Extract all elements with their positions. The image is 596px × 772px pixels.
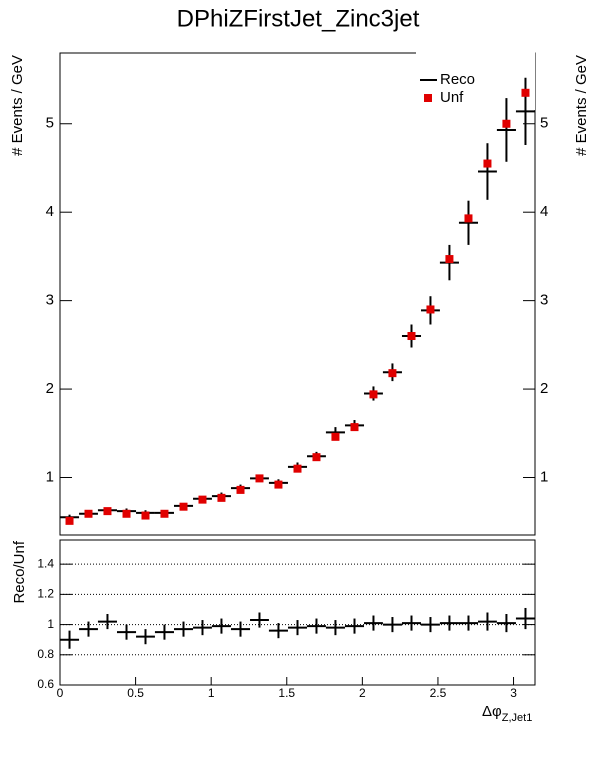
data-point: [388, 369, 397, 378]
data-point: [236, 485, 245, 494]
x-axis-label-sub: Z,Jet1: [502, 712, 533, 724]
y-tick-label-right: 5: [540, 115, 548, 132]
data-point: [426, 305, 435, 314]
y-tick-label: 0.8: [37, 647, 54, 661]
data-point: [122, 509, 131, 518]
data-point: [521, 88, 530, 97]
y-tick-label-right: 4: [540, 203, 548, 220]
data-point: [407, 332, 416, 341]
data-point: [141, 511, 150, 520]
y-tick-label: 1: [47, 617, 54, 631]
data-point: [293, 464, 302, 473]
x-tick-label: 0.5: [127, 686, 144, 700]
plot-frame: [59, 52, 536, 536]
x-tick-label: 0: [57, 686, 64, 700]
y-tick-label: 1.2: [37, 587, 54, 601]
data-point: [331, 432, 340, 441]
x-axis-label-main: Δφ: [482, 703, 502, 720]
data-point: [217, 493, 226, 502]
y-tick-label: 5: [46, 115, 54, 132]
y-tick-label: 2: [46, 380, 54, 397]
y-tick-label-right: 3: [540, 292, 548, 309]
data-point: [312, 453, 321, 462]
y-tick-label: 1.4: [37, 556, 54, 570]
x-tick-label: 1.5: [278, 686, 295, 700]
data-point: [369, 390, 378, 399]
data-point: [274, 480, 283, 489]
chart-title: DPhiZFirstJet_Zinc3jet: [177, 5, 420, 32]
x-tick-label: 3: [510, 686, 517, 700]
x-axis-label: ΔφZ,Jet1: [482, 703, 532, 724]
y-tick-label: 0.6: [37, 677, 54, 691]
data-point: [103, 507, 112, 516]
data-point: [65, 516, 74, 525]
data-point: [198, 495, 207, 504]
data-point: [464, 214, 473, 223]
data-point: [350, 423, 359, 432]
y-tick-label-right: 2: [540, 380, 548, 397]
x-tick-label: 2.5: [430, 686, 447, 700]
legend-symbol: [424, 94, 432, 102]
y-axis-label-right: # Events / GeV: [573, 55, 590, 156]
y-tick-label-right: 1: [540, 468, 548, 485]
data-point: [160, 509, 169, 518]
data-point: [84, 509, 93, 518]
y-tick-label: 3: [46, 292, 54, 309]
legend-label: Unf: [440, 89, 464, 106]
x-tick-label: 1: [208, 686, 215, 700]
legend-label: Reco: [440, 71, 475, 88]
x-tick-label: 2: [359, 686, 366, 700]
data-point: [445, 255, 454, 264]
ratio-axis-label: Reco/Unf: [11, 540, 28, 603]
data-point: [483, 159, 492, 168]
y-axis-label: # Events / GeV: [9, 55, 26, 156]
plot-frame: [59, 539, 536, 686]
y-tick-label: 1: [46, 468, 54, 485]
data-point: [502, 119, 511, 128]
y-tick-label: 4: [46, 203, 54, 220]
data-point: [255, 474, 264, 483]
data-point: [179, 502, 188, 511]
